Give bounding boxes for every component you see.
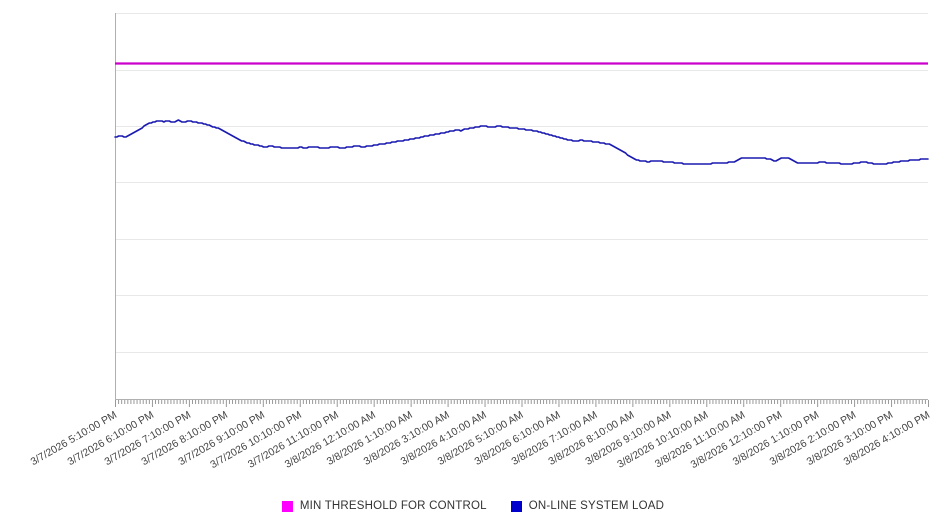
chart-legend: MIN THRESHOLD FOR CONTROL ON-LINE SYSTEM… [0, 495, 946, 517]
legend-item-min-threshold-for-control[interactable]: MIN THRESHOLD FOR CONTROL [281, 500, 487, 512]
load-line [114, 119, 929, 165]
series-on-line-system-load [114, 119, 929, 165]
axis-lines-group [115, 13, 928, 400]
legend-item-on-line-system-load[interactable]: ON-LINE SYSTEM LOAD [510, 500, 665, 512]
x-axis-ticks-group [115, 400, 929, 407]
legend-item-label: MIN THRESHOLD FOR CONTROL [299, 500, 487, 512]
legend-swatch-icon [510, 500, 522, 512]
gridlines-group [115, 13, 928, 400]
x-axis-labels: 3/7/2026 5:10:00 PM 3/7/2026 6:10:00 PM 3/… [0, 399, 946, 499]
legend-item-label: ON-LINE SYSTEM LOAD [528, 500, 665, 512]
legend-swatch-icon [281, 500, 293, 512]
